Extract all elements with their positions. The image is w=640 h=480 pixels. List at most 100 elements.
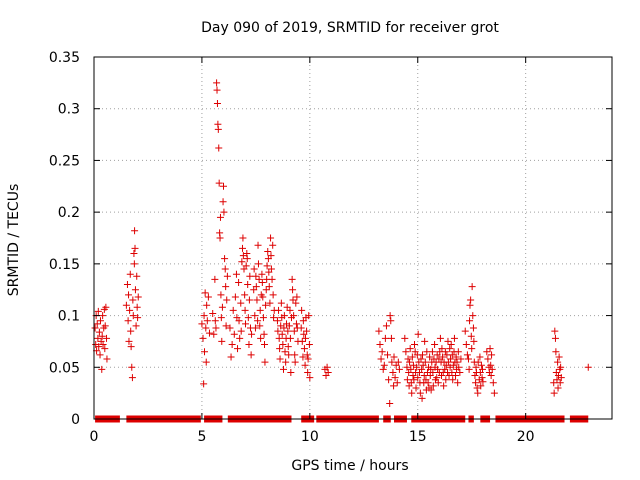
data-point — [403, 363, 411, 371]
y-tick-label: 0.25 — [49, 153, 80, 169]
data-point — [489, 379, 497, 387]
data-point — [245, 296, 253, 304]
data-point — [437, 372, 445, 380]
data-point — [426, 353, 434, 361]
x-tick-label: 20 — [517, 429, 535, 445]
data-point — [410, 376, 418, 384]
data-point — [450, 334, 458, 342]
data-point — [237, 327, 245, 335]
data-point — [269, 241, 277, 249]
data-point — [303, 327, 311, 335]
data-point — [221, 255, 229, 263]
data-point — [486, 345, 494, 353]
data-point — [401, 334, 409, 342]
data-point — [211, 275, 219, 283]
x-tick-label: 0 — [90, 429, 99, 445]
data-point — [305, 341, 313, 349]
data-point — [267, 252, 275, 260]
data-point — [380, 361, 388, 369]
data-point — [438, 345, 446, 353]
data-point — [305, 312, 313, 320]
data-point — [200, 312, 208, 320]
data-point — [126, 270, 134, 278]
data-point — [248, 330, 256, 338]
data-point — [557, 363, 565, 371]
data-point — [391, 374, 399, 382]
data-point — [242, 320, 250, 328]
data-point — [431, 341, 439, 349]
data-point — [254, 317, 262, 325]
data-point — [454, 379, 462, 387]
data-point — [270, 314, 278, 322]
y-tick-label: 0.1 — [58, 309, 80, 325]
data-point — [215, 144, 223, 152]
data-point — [277, 299, 285, 307]
data-point — [202, 358, 210, 366]
data-point — [132, 322, 140, 330]
data-point — [94, 334, 102, 342]
data-point — [247, 351, 255, 359]
data-point — [211, 317, 219, 325]
data-point — [469, 312, 477, 320]
data-point — [291, 358, 299, 366]
data-point — [449, 376, 457, 384]
data-point — [254, 241, 262, 249]
data-point — [286, 306, 294, 314]
data-point — [125, 291, 133, 299]
data-point — [553, 376, 561, 384]
data-point — [234, 345, 242, 353]
data-point — [217, 314, 225, 322]
data-point — [442, 376, 450, 384]
y-axis-label: SRMTID / TECUs — [6, 184, 22, 297]
data-point — [217, 291, 225, 299]
data-point — [218, 337, 226, 345]
data-point — [280, 312, 288, 320]
y-tick-label: 0.2 — [58, 205, 80, 221]
data-point — [209, 310, 217, 318]
data-point — [429, 382, 437, 390]
data-point — [231, 293, 239, 301]
data-point — [134, 314, 142, 322]
data-point — [223, 296, 231, 304]
data-point — [385, 376, 393, 384]
data-point — [281, 348, 289, 356]
data-point — [131, 227, 139, 235]
data-point — [290, 327, 298, 335]
data-point — [262, 301, 270, 309]
data-point — [298, 337, 306, 345]
data-point — [202, 324, 210, 332]
data-point — [280, 324, 288, 332]
data-point — [278, 330, 286, 338]
data-point — [200, 380, 208, 388]
data-point — [220, 182, 227, 190]
data-point — [216, 234, 224, 242]
data-point — [98, 365, 106, 373]
data-point — [201, 348, 209, 356]
data-point — [214, 125, 222, 133]
data-point — [487, 372, 495, 380]
data-point — [464, 355, 472, 363]
data-point — [210, 330, 218, 338]
data-point — [465, 365, 473, 373]
data-point — [122, 301, 130, 309]
data-point — [93, 320, 101, 328]
data-point — [219, 198, 227, 206]
data-point — [414, 374, 422, 382]
data-point — [444, 337, 452, 345]
data-point — [91, 324, 99, 332]
data-point — [246, 272, 254, 280]
data-point — [204, 293, 212, 301]
data-point — [418, 351, 426, 359]
data-point — [468, 283, 476, 291]
data-point — [241, 306, 249, 314]
data-point — [387, 317, 395, 325]
data-point — [424, 379, 432, 387]
data-point — [133, 303, 141, 311]
data-point — [394, 358, 402, 366]
data-point — [306, 374, 314, 382]
data-point — [408, 353, 416, 361]
data-point — [379, 365, 387, 373]
data-point — [128, 363, 136, 371]
data-point — [382, 322, 390, 330]
